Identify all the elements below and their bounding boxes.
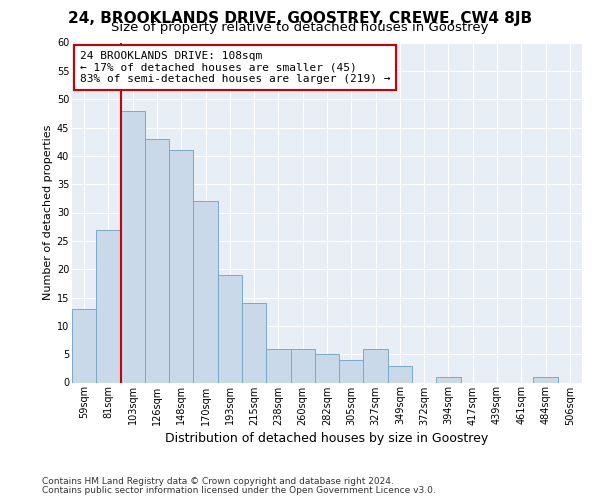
Text: 24 BROOKLANDS DRIVE: 108sqm
← 17% of detached houses are smaller (45)
83% of sem: 24 BROOKLANDS DRIVE: 108sqm ← 17% of det…	[80, 51, 390, 84]
Bar	[218, 275, 242, 382]
Bar	[266, 348, 290, 382]
Bar	[169, 150, 193, 382]
Bar	[290, 348, 315, 382]
Bar	[72, 309, 96, 382]
Text: Size of property relative to detached houses in Goostrey: Size of property relative to detached ho…	[111, 21, 489, 34]
X-axis label: Distribution of detached houses by size in Goostrey: Distribution of detached houses by size …	[166, 432, 488, 444]
Bar	[339, 360, 364, 382]
Bar	[242, 303, 266, 382]
Bar	[315, 354, 339, 382]
Text: Contains HM Land Registry data © Crown copyright and database right 2024.: Contains HM Land Registry data © Crown c…	[42, 477, 394, 486]
Bar	[388, 366, 412, 382]
Text: Contains public sector information licensed under the Open Government Licence v3: Contains public sector information licen…	[42, 486, 436, 495]
Bar	[533, 377, 558, 382]
Bar	[436, 377, 461, 382]
Bar	[364, 348, 388, 382]
Bar	[96, 230, 121, 382]
Text: 24, BROOKLANDS DRIVE, GOOSTREY, CREWE, CW4 8JB: 24, BROOKLANDS DRIVE, GOOSTREY, CREWE, C…	[68, 11, 532, 26]
Bar	[145, 139, 169, 382]
Y-axis label: Number of detached properties: Number of detached properties	[43, 125, 53, 300]
Bar	[121, 110, 145, 382]
Bar	[193, 201, 218, 382]
